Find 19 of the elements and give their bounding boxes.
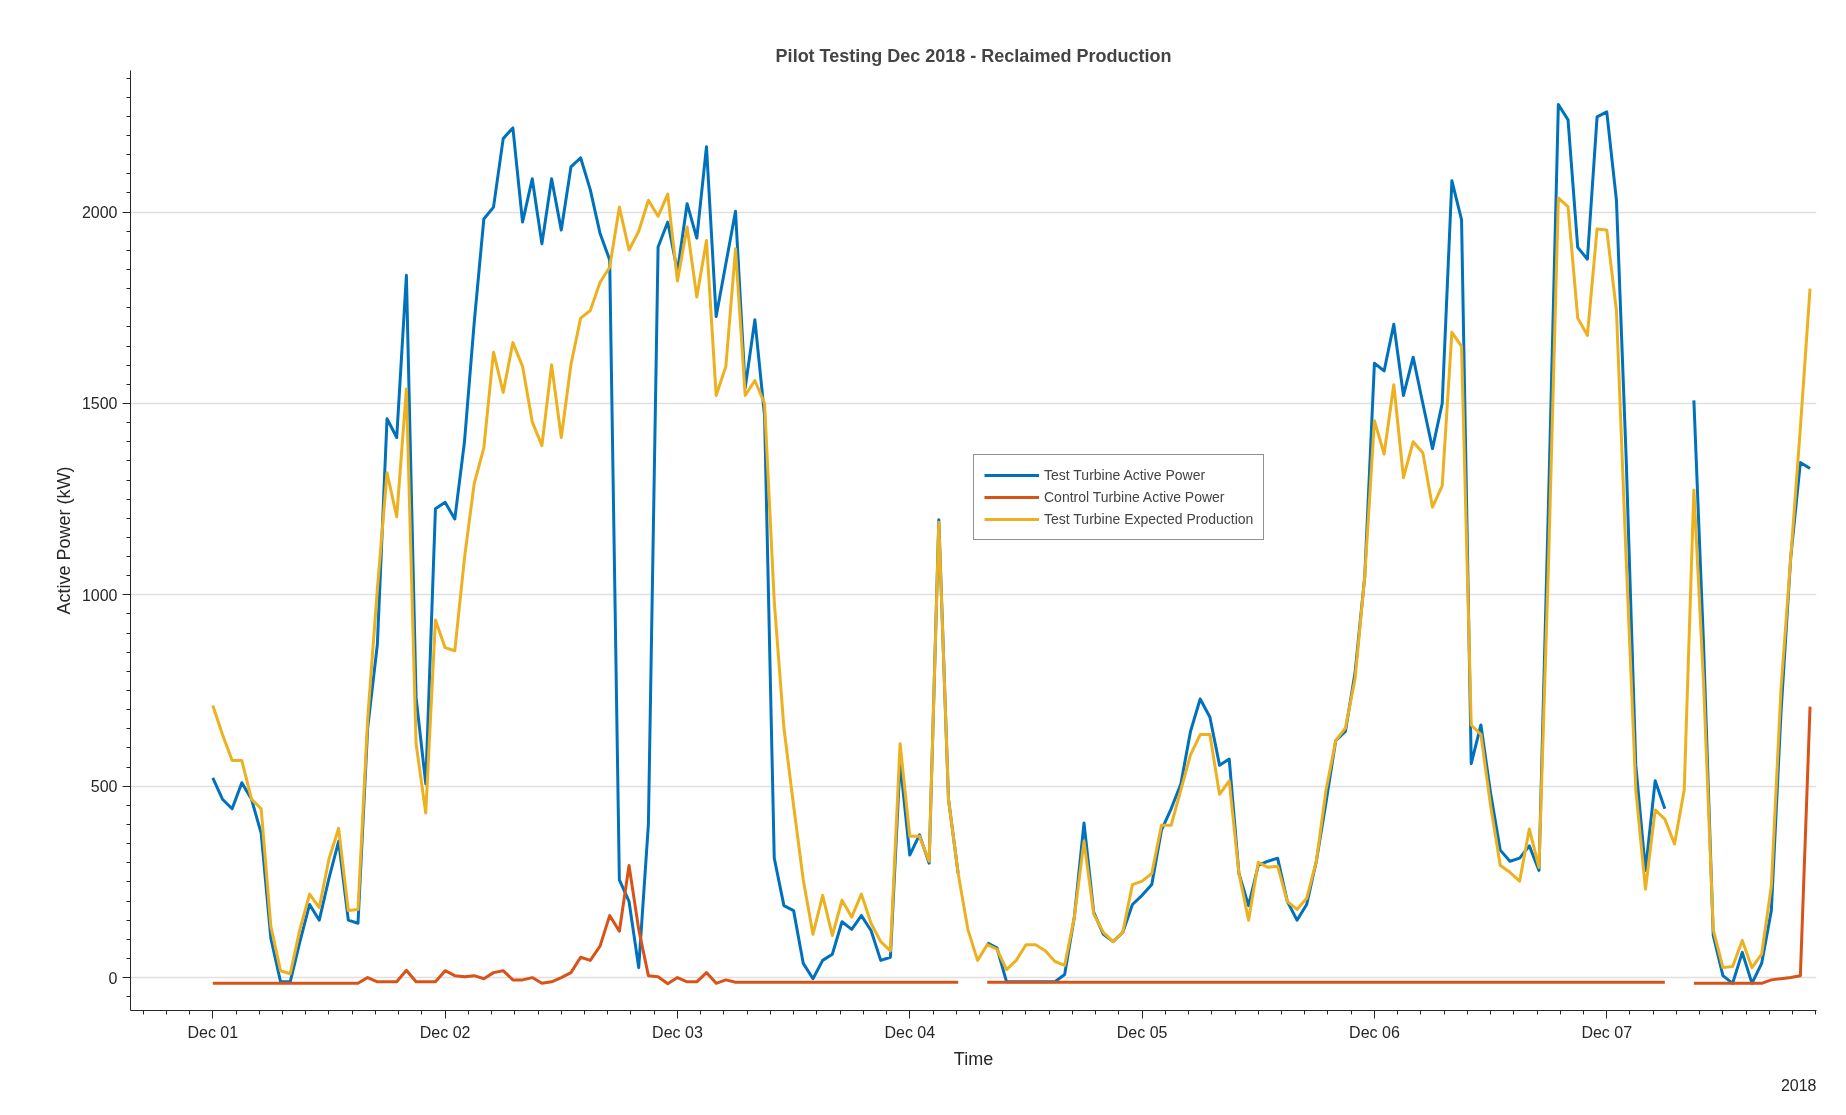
legend-label: Test Turbine Expected Production [1044,511,1254,527]
y-tick-label: 1000 [81,586,118,604]
x-tick-label: Dec 02 [419,1023,471,1041]
x-axis-title: Time [953,1048,994,1069]
y-axis-title: Active Power (kW) [53,466,74,615]
y-tick-label: 2000 [81,204,118,222]
y-tick-label: 500 [90,778,118,796]
x-tick-label: Dec 07 [1581,1023,1633,1041]
y-tick-label: 0 [108,969,118,987]
y-tick-label: 1500 [81,395,118,413]
x-tick-label: Dec 01 [187,1023,239,1041]
legend-label: Test Turbine Active Power [1044,467,1206,483]
text: 2018 [1780,1076,1817,1094]
x-tick-label: Dec 05 [1116,1023,1168,1041]
x-tick-label: Dec 04 [884,1023,936,1041]
chart-title: Pilot Testing Dec 2018 - Reclaimed Production [775,45,1172,66]
x-tick-label: Dec 06 [1349,1023,1400,1041]
legend-label: Control Turbine Active Power [1044,489,1225,505]
x-tick-label: Dec 03 [652,1023,703,1041]
